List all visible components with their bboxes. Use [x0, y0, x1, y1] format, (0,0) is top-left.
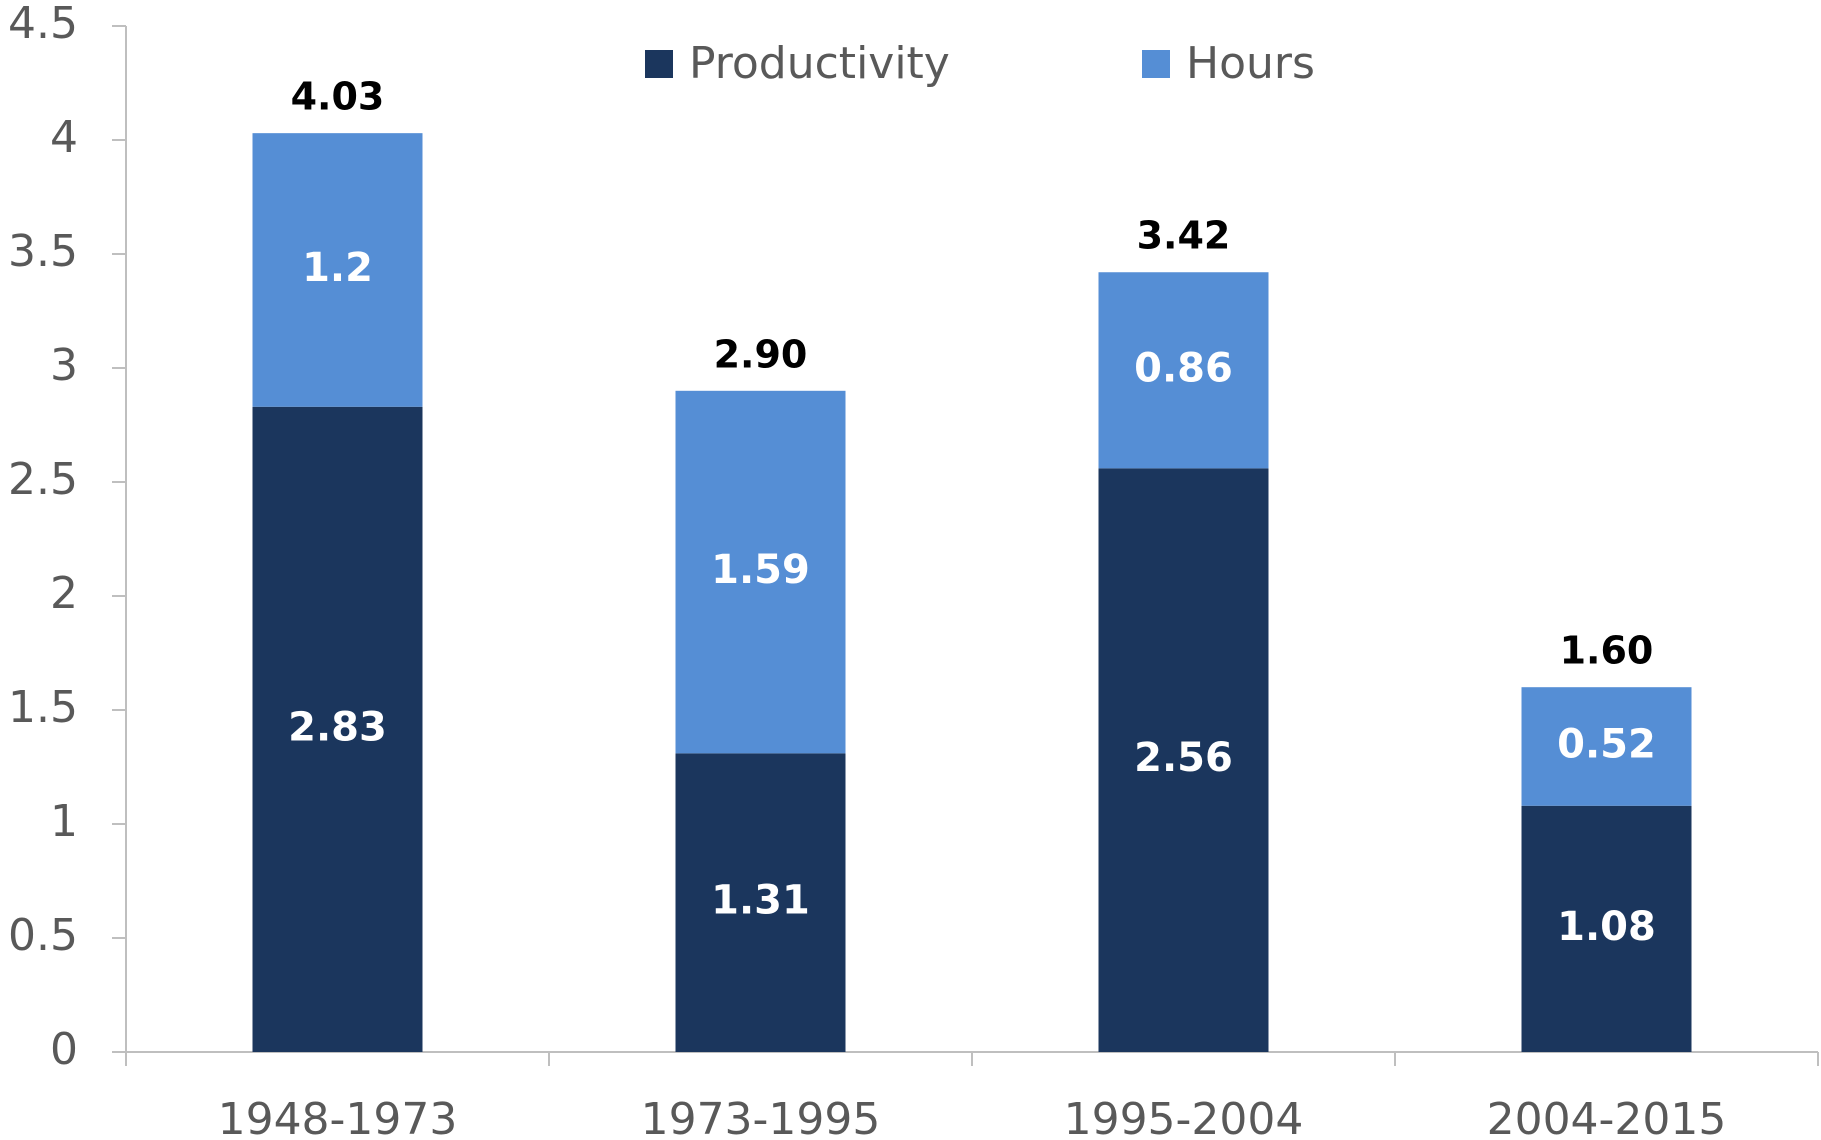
x-tick-label: 1973-1995	[641, 1094, 881, 1140]
x-tick-label: 2004-2015	[1487, 1094, 1727, 1140]
y-tick-label: 3	[50, 340, 78, 391]
total-label: 4.03	[291, 75, 385, 119]
bar-segment	[675, 753, 846, 1052]
total-label: 1.60	[1560, 629, 1654, 673]
legend-label: Productivity	[689, 38, 950, 89]
y-tick-label: 1.5	[8, 682, 78, 733]
bar-segment	[1098, 272, 1269, 469]
bar-segment	[1098, 468, 1269, 1052]
y-tick-label: 2	[50, 568, 78, 619]
legend-swatch	[1142, 50, 1170, 78]
bar-segment	[1521, 805, 1692, 1052]
y-tick-label: 1	[50, 796, 78, 847]
total-label: 2.90	[714, 332, 808, 376]
data-label: 1.31	[711, 878, 810, 924]
bar-segment	[675, 390, 846, 754]
bar-segment	[1521, 687, 1692, 806]
y-tick-label: 4.5	[8, 0, 78, 49]
data-label: 1.2	[302, 245, 373, 291]
bar-segment	[252, 406, 423, 1052]
data-label: 1.08	[1557, 904, 1656, 950]
data-label: 1.59	[711, 547, 810, 593]
x-tick-label: 1995-2004	[1064, 1094, 1304, 1140]
x-tick-label: 1948-1973	[218, 1094, 458, 1140]
data-label: 0.52	[1557, 721, 1656, 767]
total-label: 3.42	[1137, 214, 1231, 258]
legend-swatch	[645, 50, 673, 78]
y-tick-label: 0	[50, 1024, 78, 1075]
y-tick-label: 2.5	[8, 454, 78, 505]
legend-label: Hours	[1186, 38, 1315, 89]
y-tick-label: 4	[50, 112, 78, 163]
y-tick-label: 3.5	[8, 226, 78, 277]
data-label: 2.83	[288, 704, 387, 750]
data-label: 2.56	[1134, 735, 1233, 781]
y-tick-label: 0.5	[8, 910, 78, 961]
data-label: 0.86	[1134, 345, 1233, 391]
bar-segment	[252, 133, 423, 407]
